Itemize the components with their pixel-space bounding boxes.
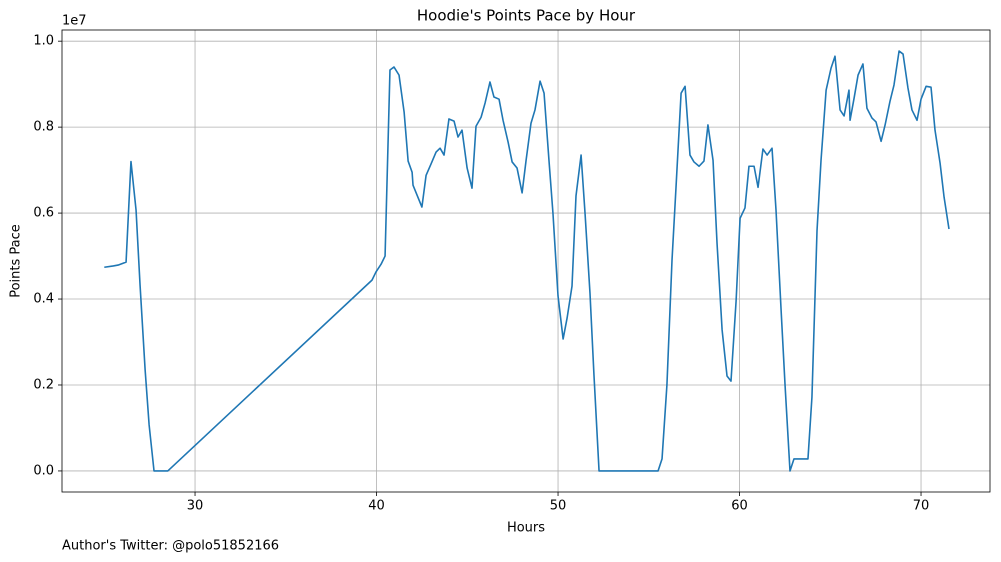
footer: Author's Twitter: @polo51852166 — [62, 539, 279, 554]
y-axis-label: Points Pace — [9, 224, 24, 298]
chart-title: Hoodie's Points Pace by Hour — [417, 7, 636, 25]
y-tick-label: 0.0 — [33, 463, 54, 478]
x-tick-label: 50 — [550, 499, 567, 514]
plot-frame — [61, 29, 991, 493]
y-tick-label: 0.6 — [33, 206, 54, 221]
y-tick-label: 0.2 — [33, 377, 54, 392]
x-tick-label: 30 — [187, 499, 204, 514]
y-offset-label: 1e7 — [62, 14, 87, 29]
x-tick-label: 70 — [913, 499, 930, 514]
x-tick-label: 40 — [368, 499, 385, 514]
y-tick-label: 0.8 — [33, 120, 54, 135]
y-tick-label: 0.4 — [33, 292, 54, 307]
x-tick-label: 60 — [731, 499, 748, 514]
x-axis-label: Hours — [507, 521, 545, 536]
data-line — [104, 50, 950, 472]
y-tick-label: 1.0 — [33, 34, 54, 49]
